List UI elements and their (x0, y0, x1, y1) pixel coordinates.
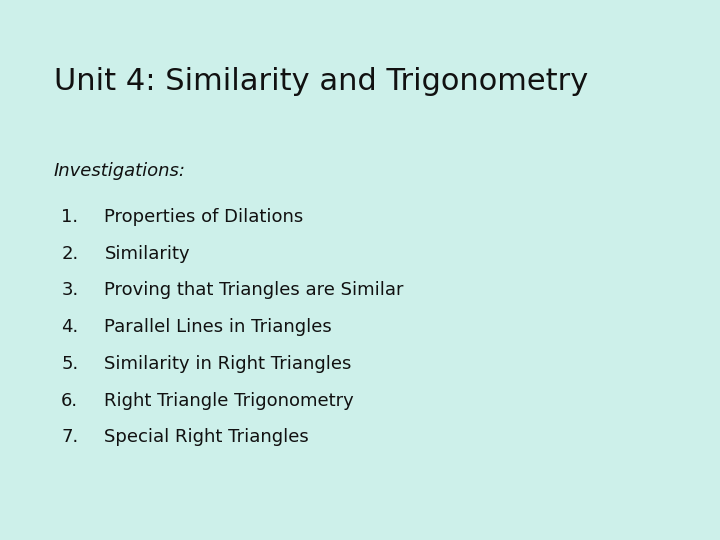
Text: Special Right Triangles: Special Right Triangles (104, 428, 309, 446)
Text: 5.: 5. (61, 355, 78, 373)
Text: 7.: 7. (61, 428, 78, 446)
Text: Proving that Triangles are Similar: Proving that Triangles are Similar (104, 281, 404, 299)
Text: 2.: 2. (61, 245, 78, 262)
Text: Right Triangle Trigonometry: Right Triangle Trigonometry (104, 392, 354, 409)
Text: Properties of Dilations: Properties of Dilations (104, 208, 304, 226)
Text: Parallel Lines in Triangles: Parallel Lines in Triangles (104, 318, 332, 336)
Text: Similarity in Right Triangles: Similarity in Right Triangles (104, 355, 352, 373)
Text: 4.: 4. (61, 318, 78, 336)
Text: Unit 4: Similarity and Trigonometry: Unit 4: Similarity and Trigonometry (54, 68, 588, 97)
Text: 1.: 1. (61, 208, 78, 226)
Text: Investigations:: Investigations: (54, 162, 186, 180)
Text: 3.: 3. (61, 281, 78, 299)
Text: Similarity: Similarity (104, 245, 190, 262)
Text: 6.: 6. (61, 392, 78, 409)
